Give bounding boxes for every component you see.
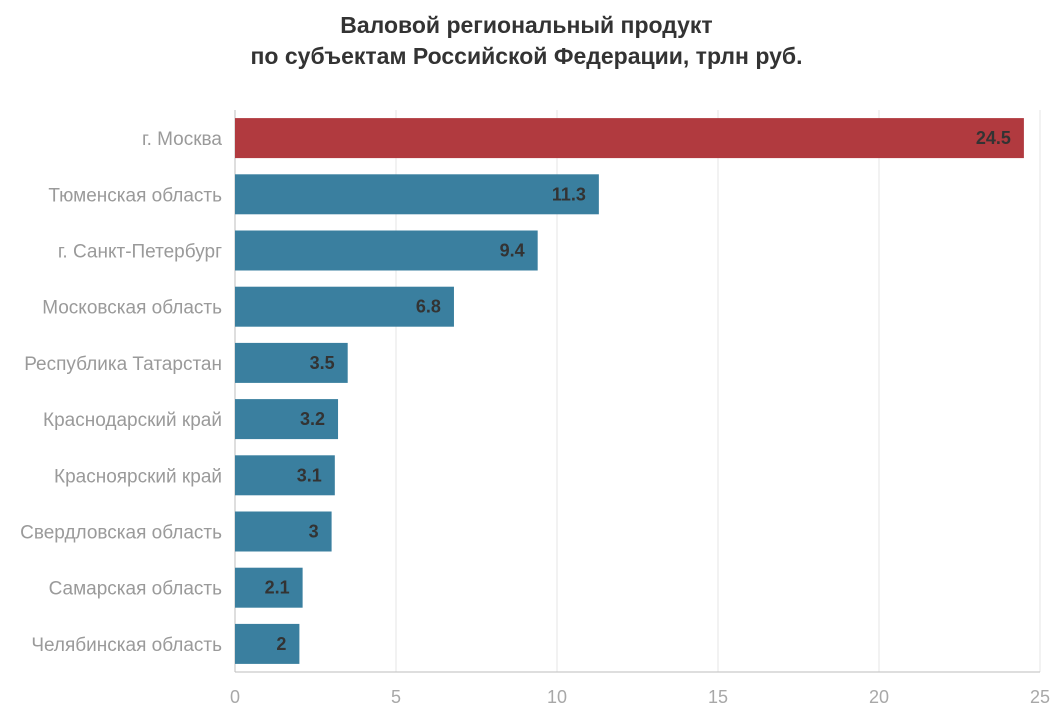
bar	[235, 399, 339, 440]
data-label: 6.8	[416, 297, 441, 317]
data-label: 11.3	[552, 184, 586, 204]
category-label: Тюменская область	[48, 185, 222, 206]
data-label: 9.4	[500, 241, 525, 261]
category-label: г. Москва	[142, 129, 222, 150]
data-label: 3.5	[310, 353, 335, 373]
chart-title-line-2: по субъектам Российской Федерации, трлн …	[250, 43, 803, 69]
bar	[235, 455, 335, 496]
chart-title: Валовой региональный продукт по субъекта…	[0, 10, 1053, 72]
x-tick-label: 20	[869, 687, 889, 707]
x-tick-label: 25	[1030, 687, 1050, 707]
x-tick-label: 15	[708, 687, 728, 707]
category-label: г. Санкт-Петербург	[58, 242, 222, 263]
category-label: Республика Татарстан	[24, 354, 222, 375]
bar	[235, 174, 599, 215]
bar	[235, 567, 303, 608]
category-label: Краснодарский край	[43, 410, 222, 431]
data-label: 2	[276, 634, 286, 654]
bar	[235, 342, 348, 383]
bar	[235, 118, 1024, 159]
category-label: Московская область	[42, 298, 222, 319]
x-tick-label: 10	[547, 687, 567, 707]
data-label: 3	[309, 522, 319, 542]
data-label: 3.1	[297, 465, 322, 485]
category-label: Красноярский край	[54, 466, 222, 487]
bar	[235, 511, 332, 552]
bar	[235, 286, 454, 327]
x-tick-label: 0	[230, 687, 240, 707]
data-label: 24.5	[976, 128, 1011, 148]
bar	[235, 230, 538, 271]
category-label: Самарская область	[49, 579, 223, 600]
data-label: 3.2	[300, 409, 325, 429]
category-label: Челябинская область	[31, 635, 222, 656]
chart-title-line-1: Валовой региональный продукт	[340, 12, 713, 38]
category-label: Свердловская область	[20, 523, 222, 544]
x-tick-label: 5	[391, 687, 401, 707]
data-label: 2.1	[265, 578, 290, 598]
bar	[235, 623, 300, 664]
